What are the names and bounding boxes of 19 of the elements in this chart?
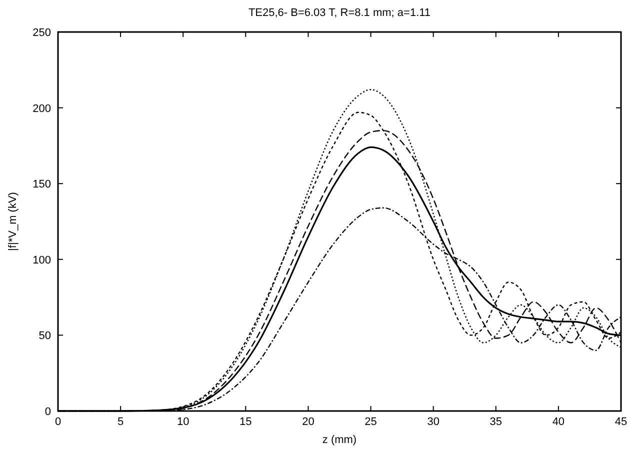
- y-axis-title: |f|*V_m (kV): [7, 192, 19, 251]
- y-tick-label: 150: [32, 178, 51, 191]
- y-tick-label: 100: [32, 254, 51, 266]
- y-tick-label: 0: [44, 406, 51, 418]
- x-tick-label: 45: [614, 416, 628, 428]
- x-tick-label: 10: [176, 416, 190, 428]
- x-tick-label: 20: [302, 416, 314, 428]
- y-tick-label: 200: [32, 102, 51, 115]
- x-tick-label: 35: [490, 416, 502, 428]
- x-axis-title: z (mm): [322, 434, 357, 446]
- x-tick-label: 15: [240, 416, 252, 428]
- x-tick-label: 25: [364, 416, 377, 428]
- chart-title: TE25,6- B=6.03 T, R=8.1 mm; a=1.11: [248, 7, 431, 19]
- x-tick-label: 5: [117, 416, 124, 428]
- x-tick-label: 0: [54, 416, 62, 428]
- y-tick-label: 250: [32, 27, 51, 39]
- y-tick-label: 50: [38, 330, 51, 342]
- x-tick-label: 30: [427, 416, 440, 428]
- x-tick-label: 40: [552, 416, 565, 428]
